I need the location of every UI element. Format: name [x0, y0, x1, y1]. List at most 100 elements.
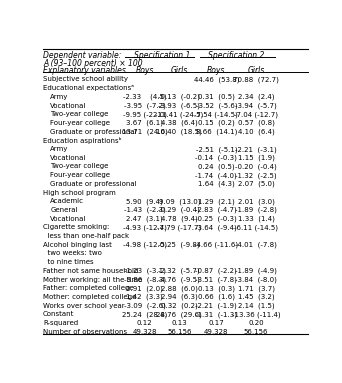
Text: 4.38  (6.4): 4.38 (6.4) [161, 120, 198, 126]
Text: 0.24  (0.5): 0.24 (0.5) [198, 164, 235, 170]
Text: -13.36 (-11.4): -13.36 (-11.4) [232, 311, 280, 318]
Text: -4.93 (-12.4): -4.93 (-12.4) [123, 224, 167, 231]
Text: -0.25  (-0.3): -0.25 (-0.3) [196, 216, 237, 222]
Text: to nine times: to nine times [43, 259, 94, 265]
Text: 8.66  (14.1): 8.66 (14.1) [196, 129, 237, 135]
Text: 13.71  (24.6): 13.71 (24.6) [122, 129, 168, 135]
Text: 56,156: 56,156 [244, 329, 268, 335]
Text: Army: Army [50, 94, 69, 100]
Text: -0.13  (-0.2): -0.13 (-0.2) [158, 94, 200, 100]
Text: Alcohol binging last: Alcohol binging last [43, 242, 112, 248]
Text: Graduate or professional: Graduate or professional [50, 129, 137, 135]
Text: Works over school year: Works over school year [43, 303, 124, 309]
Text: Father not same household: Father not same household [43, 268, 139, 274]
Text: 0.20: 0.20 [248, 320, 264, 326]
Text: Specification 1: Specification 1 [134, 51, 190, 60]
Text: 44.46  (53.8): 44.46 (53.8) [194, 77, 239, 83]
Text: Mother working: all the time: Mother working: all the time [43, 277, 142, 283]
Text: Subjective school ability: Subjective school ability [43, 77, 128, 82]
Text: -0.29  (-0.4): -0.29 (-0.4) [158, 207, 200, 213]
Text: General: General [50, 207, 78, 213]
Text: 0.31  (0.5): 0.31 (0.5) [198, 94, 235, 100]
Text: 4.10  (6.4): 4.10 (6.4) [238, 129, 275, 135]
Text: Specification 2: Specification 2 [208, 51, 264, 60]
Text: A (93–100 percent) × 100: A (93–100 percent) × 100 [43, 59, 143, 68]
Text: 2.88  (6.0): 2.88 (6.0) [161, 285, 198, 292]
Text: -2.51  (-5.1): -2.51 (-5.1) [196, 146, 237, 152]
Text: -4.66 (-11.6): -4.66 (-11.6) [194, 242, 238, 248]
Text: -0.87  (-2.2): -0.87 (-2.2) [196, 268, 237, 274]
Text: -4.01  (-7.8): -4.01 (-7.8) [235, 242, 277, 248]
Text: 28.76  (29.6): 28.76 (29.6) [156, 311, 202, 318]
Text: 0.12: 0.12 [137, 320, 153, 326]
Text: 1.64  (4.3): 1.64 (4.3) [198, 181, 235, 187]
Text: Army: Army [50, 146, 69, 152]
Text: -6.11 (-14.5): -6.11 (-14.5) [234, 224, 278, 231]
Text: 0.13  (0.3): 0.13 (0.3) [198, 285, 235, 292]
Text: -1.23  (-3.1): -1.23 (-3.1) [124, 268, 166, 274]
Text: 25.24  (28.4): 25.24 (28.4) [122, 311, 168, 318]
Text: Vocational: Vocational [50, 103, 87, 109]
Text: Girls: Girls [248, 67, 265, 75]
Text: High school program: High school program [43, 190, 116, 196]
Text: Vocational: Vocational [50, 216, 87, 222]
Text: 2.07  (5.0): 2.07 (5.0) [238, 181, 275, 187]
Text: -3.86  (-8.3): -3.86 (-8.3) [124, 277, 166, 283]
Text: 5.90  (9.4): 5.90 (9.4) [127, 198, 163, 205]
Text: 0.15  (0.2): 0.15 (0.2) [198, 120, 235, 126]
Text: -3.09  (-2.6): -3.09 (-2.6) [124, 303, 166, 309]
Text: 1.29  (2.1): 1.29 (2.1) [198, 198, 235, 205]
Text: 3.67  (6.1): 3.67 (6.1) [126, 120, 163, 126]
Text: 49,328: 49,328 [204, 329, 228, 335]
Text: -1.32  (-2.5): -1.32 (-2.5) [235, 172, 277, 179]
Text: -1.31  (-1.3): -1.31 (-1.3) [195, 311, 237, 318]
Text: -3.84  (-8.0): -3.84 (-8.0) [235, 277, 277, 283]
Text: -1.43  (-2.3): -1.43 (-2.3) [124, 207, 166, 213]
Text: -7.54 (-14.5): -7.54 (-14.5) [195, 111, 238, 118]
Text: 2.34  (2.4): 2.34 (2.4) [238, 94, 274, 100]
Text: -3.64  (-9.4): -3.64 (-9.4) [196, 224, 237, 231]
Text: -7.79 (-17.7): -7.79 (-17.7) [157, 224, 201, 231]
Text: -5.25  (-9.8): -5.25 (-9.8) [158, 242, 200, 248]
Text: -3.51  (-7.8): -3.51 (-7.8) [195, 277, 237, 283]
Text: Father: completed college: Father: completed college [43, 285, 134, 291]
Text: -3.52  (-5.6): -3.52 (-5.6) [196, 103, 237, 109]
Text: Graduate or professional: Graduate or professional [50, 181, 137, 187]
Text: 70.88  (72.7): 70.88 (72.7) [233, 77, 279, 83]
Text: -0.20  (-0.4): -0.20 (-0.4) [235, 164, 277, 170]
Text: -2.83  (-4.7): -2.83 (-4.7) [196, 207, 237, 213]
Text: -1.89  (-4.9): -1.89 (-4.9) [235, 268, 277, 274]
Text: 0.66  (1.6): 0.66 (1.6) [198, 294, 235, 301]
Text: -11.41 (-24.5): -11.41 (-24.5) [155, 111, 203, 118]
Text: Number of observations: Number of observations [43, 329, 127, 335]
Text: Constant: Constant [43, 311, 75, 318]
Text: Mother: completed college: Mother: completed college [43, 294, 136, 300]
Text: -1.89  (-2.8): -1.89 (-2.8) [235, 207, 277, 213]
Text: -1.74  (-4.0): -1.74 (-4.0) [196, 172, 237, 179]
Text: 49,328: 49,328 [133, 329, 157, 335]
Text: -9.95 (-22.0): -9.95 (-22.0) [123, 111, 167, 118]
Text: -3.94  (-5.7): -3.94 (-5.7) [235, 103, 277, 109]
Text: Four-year college: Four-year college [50, 172, 110, 178]
Text: 10.40  (18.5): 10.40 (18.5) [156, 129, 202, 135]
Text: 1.45  (3.2): 1.45 (3.2) [238, 294, 274, 301]
Text: 0.91  (2.0): 0.91 (2.0) [126, 285, 163, 292]
Text: Boys: Boys [136, 67, 154, 75]
Text: 2.14  (1.5): 2.14 (1.5) [238, 303, 274, 309]
Text: Education aspirationsᵇ: Education aspirationsᵇ [43, 137, 122, 144]
Text: -4.76  (-9.5): -4.76 (-9.5) [158, 277, 200, 283]
Text: Cigarette smoking:: Cigarette smoking: [43, 224, 109, 231]
Text: Academic: Academic [50, 198, 84, 204]
Text: Vocational: Vocational [50, 155, 87, 161]
Text: 1.71  (3.7): 1.71 (3.7) [238, 285, 275, 292]
Text: 1.15  (1.9): 1.15 (1.9) [238, 155, 275, 161]
Text: Explanatory variables: Explanatory variables [43, 67, 126, 75]
Text: Four-year college: Four-year college [50, 120, 110, 126]
Text: Boys: Boys [207, 67, 225, 75]
Text: -2.32  (-5.7): -2.32 (-5.7) [158, 268, 200, 274]
Text: -2.21  (-1.9): -2.21 (-1.9) [196, 303, 237, 309]
Text: 2.94  (6.3): 2.94 (6.3) [161, 294, 198, 301]
Text: 4.78  (9.4): 4.78 (9.4) [161, 216, 198, 222]
Text: -2.21  (-3.1): -2.21 (-3.1) [235, 146, 277, 152]
Text: 1.33  (1.4): 1.33 (1.4) [238, 216, 275, 222]
